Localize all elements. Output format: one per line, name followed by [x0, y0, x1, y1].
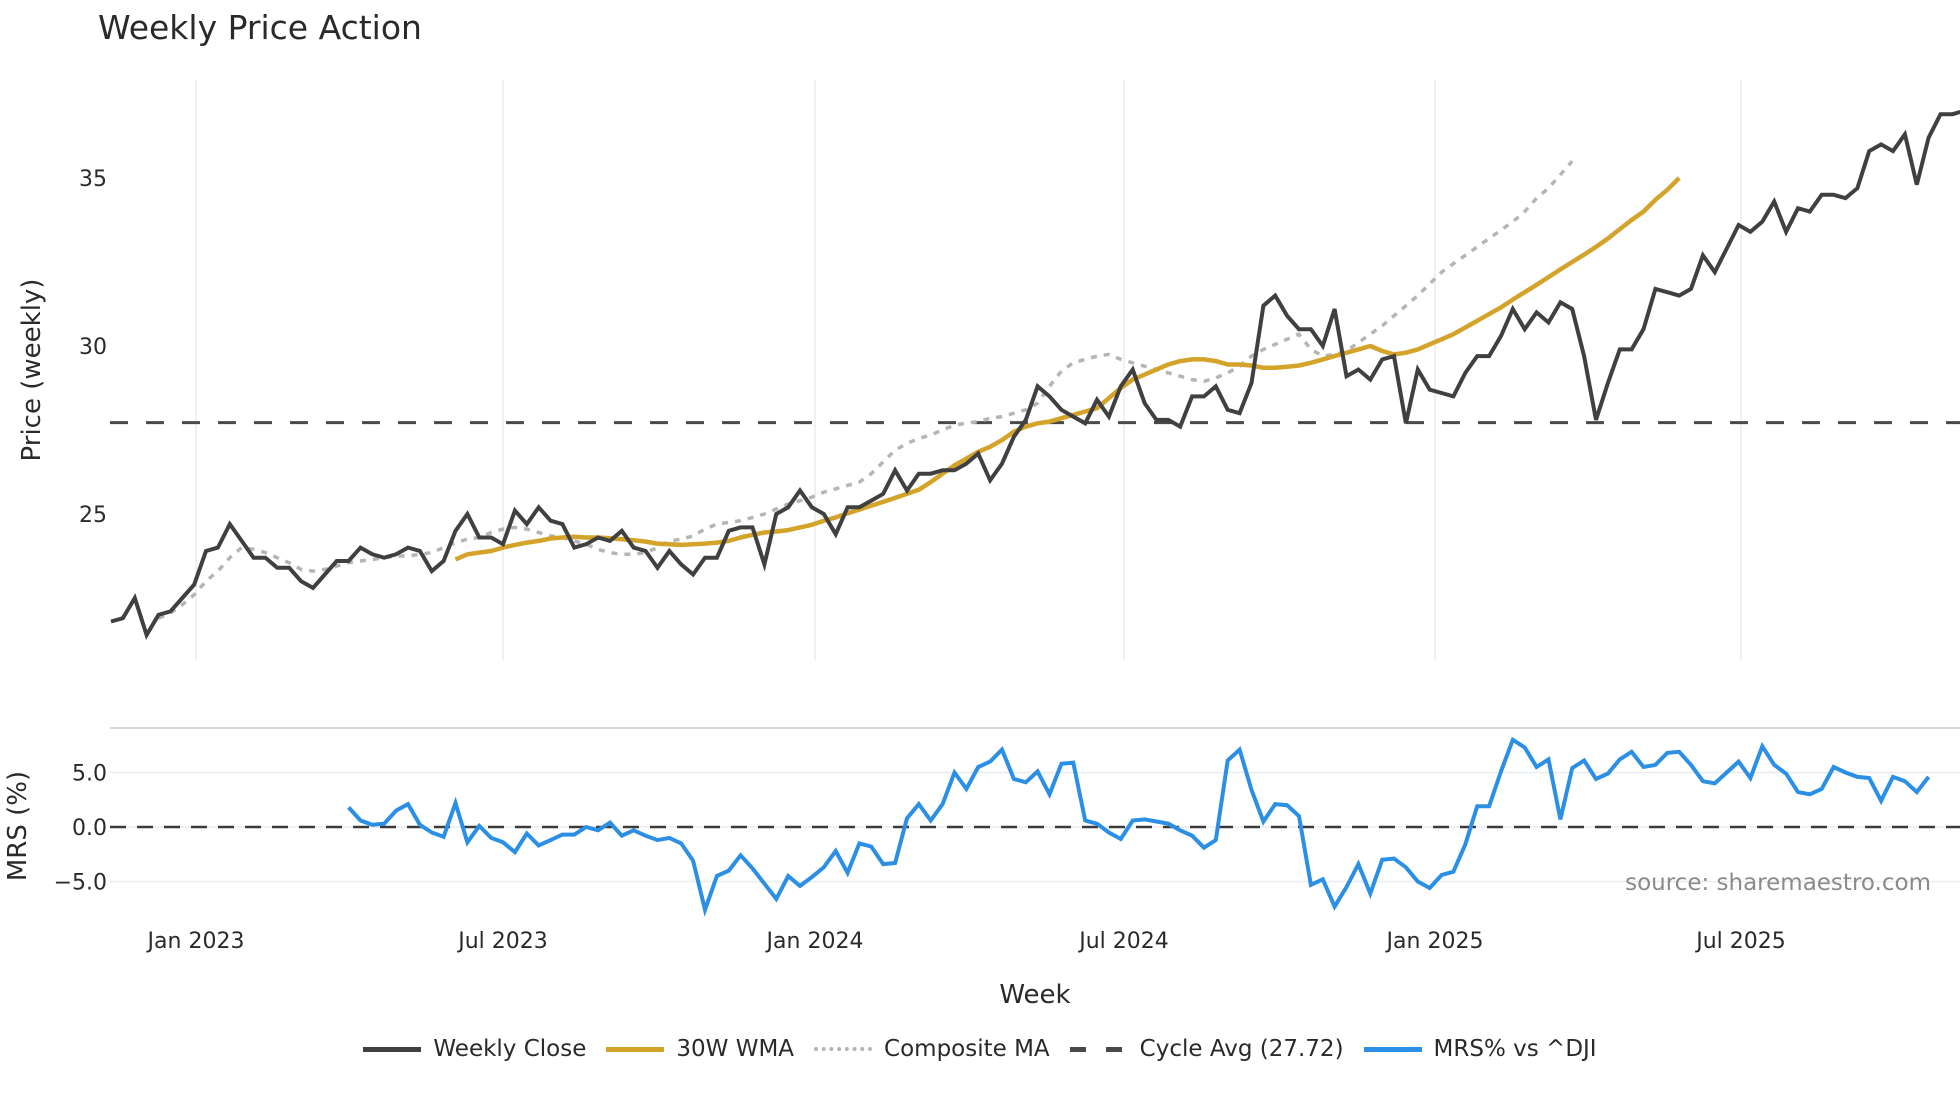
wma30-line — [454, 176, 1681, 562]
source-note: source: sharemaestro.com — [1625, 870, 1931, 896]
legend-swatch-icon — [1069, 1046, 1128, 1052]
x-axis-title: Week — [999, 980, 1070, 1010]
price-y-tick: 30 — [79, 335, 107, 360]
x-tick-label: Jan 2024 — [765, 929, 864, 954]
mrs-panel: 5.0 0.0 −5.0 — [54, 727, 1960, 917]
legend-label: Composite MA — [884, 1036, 1050, 1062]
price-panel: 25 30 35 — [79, 80, 1960, 660]
x-tick-label: Jul 2025 — [1694, 929, 1786, 954]
legend-swatch-icon — [814, 1047, 873, 1051]
price-y-tick: 35 — [79, 167, 107, 192]
chart-title: Weekly Price Action — [98, 8, 422, 47]
mrs-y-tick: −5.0 — [54, 871, 107, 896]
x-tick-label: Jan 2025 — [1385, 929, 1484, 954]
legend-swatch-icon — [363, 1046, 422, 1052]
legend-label: MRS% vs ^DJI — [1433, 1036, 1597, 1062]
legend-item[interactable]: 30W WMA — [606, 1036, 794, 1062]
legend-item[interactable]: Weekly Close — [363, 1036, 586, 1062]
legend-item[interactable]: Cycle Avg (27.72) — [1069, 1036, 1344, 1062]
weekly-close-line — [110, 109, 1960, 640]
x-tick-label: Jul 2023 — [456, 929, 548, 954]
mrs-y-tick: 0.0 — [72, 816, 107, 841]
legend-item[interactable]: Composite MA — [814, 1036, 1050, 1062]
price-y-tick: 25 — [79, 503, 107, 528]
mrs-axis-title: MRS (%) — [3, 771, 33, 881]
x-tick-label: Jan 2023 — [146, 929, 245, 954]
legend-label: Weekly Close — [433, 1036, 587, 1062]
price-axis-title: Price (weekly) — [17, 279, 47, 462]
mrs-y-tick: 5.0 — [72, 762, 107, 787]
x-tick-label: Jul 2024 — [1077, 929, 1169, 954]
mrs-line — [347, 736, 1931, 917]
legend-item[interactable]: MRS% vs ^DJI — [1363, 1036, 1597, 1062]
legend-label: Cycle Avg (27.72) — [1139, 1036, 1344, 1062]
x-axis: Jan 2023 Jul 2023 Jan 2024 Jul 2024 Jan 2025… — [146, 929, 1786, 954]
legend-label: 30W WMA — [676, 1036, 795, 1062]
legend-swatch-icon — [1363, 1046, 1422, 1052]
legend: Weekly Close 30W WMA Composite MA Cycle Avg… — [0, 1036, 1960, 1062]
composite-ma-line — [157, 160, 1574, 620]
legend-swatch-icon — [606, 1046, 665, 1052]
